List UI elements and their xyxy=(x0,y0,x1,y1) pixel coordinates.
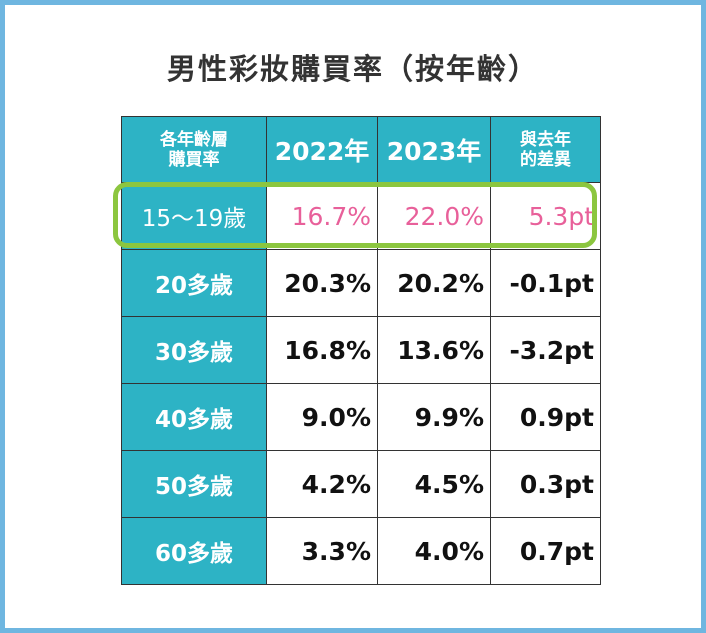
value-2023: 13.6% xyxy=(377,316,491,384)
table-row: 60多歲 3.3% 4.0% 0.7pt xyxy=(121,517,601,585)
table-header-row: 各年齡層 購買率 2022年 2023年 與去年 的差異 xyxy=(121,116,601,183)
value-diff: -3.2pt xyxy=(490,316,601,384)
table-row: 15～19歲 16.7% 22.0% 5.3pt xyxy=(121,182,601,250)
age-label: 15～19歲 xyxy=(121,182,267,250)
value-2023: 4.0% xyxy=(377,517,491,585)
table-row: 40多歲 9.0% 9.9% 0.9pt xyxy=(121,383,601,451)
chart-title: 男性彩妝購買率（按年齡） xyxy=(166,52,539,86)
table-row: 30多歲 16.8% 13.6% -3.2pt xyxy=(121,316,601,384)
header-age-group: 各年齡層 購買率 xyxy=(121,116,267,183)
header-age-group-line2: 購買率 xyxy=(168,149,220,170)
header-diff-line2: 的差異 xyxy=(520,149,571,170)
value-2022: 16.7% xyxy=(266,182,378,250)
age-label: 50多歲 xyxy=(121,450,267,518)
value-diff: 0.9pt xyxy=(490,383,601,451)
header-2022: 2022年 xyxy=(266,116,378,183)
age-label: 20多歲 xyxy=(121,249,267,317)
value-2023: 9.9% xyxy=(377,383,491,451)
table-row: 50多歲 4.2% 4.5% 0.3pt xyxy=(121,450,601,518)
value-diff: 5.3pt xyxy=(490,182,601,250)
value-diff: -0.1pt xyxy=(490,249,601,317)
value-2022: 16.8% xyxy=(266,316,378,384)
value-diff: 0.3pt xyxy=(490,450,601,518)
age-label: 30多歲 xyxy=(121,316,267,384)
header-diff: 與去年 的差異 xyxy=(490,116,601,183)
age-label: 40多歲 xyxy=(121,383,267,451)
value-2022: 3.3% xyxy=(266,517,378,585)
value-2023: 4.5% xyxy=(377,450,491,518)
value-2022: 9.0% xyxy=(266,383,378,451)
purchase-rate-table: 各年齡層 購買率 2022年 2023年 與去年 的差異 15～19歲 16.7… xyxy=(121,116,601,585)
header-2023: 2023年 xyxy=(377,116,491,183)
table-row: 20多歲 20.3% 20.2% -0.1pt xyxy=(121,249,601,317)
value-2022: 20.3% xyxy=(266,249,378,317)
header-age-group-line1: 各年齡層 xyxy=(160,129,228,150)
header-diff-line1: 與去年 xyxy=(520,129,571,150)
value-2022: 4.2% xyxy=(266,450,378,518)
age-label: 60多歲 xyxy=(121,517,267,585)
value-diff: 0.7pt xyxy=(490,517,601,585)
value-2023: 22.0% xyxy=(377,182,491,250)
value-2023: 20.2% xyxy=(377,249,491,317)
